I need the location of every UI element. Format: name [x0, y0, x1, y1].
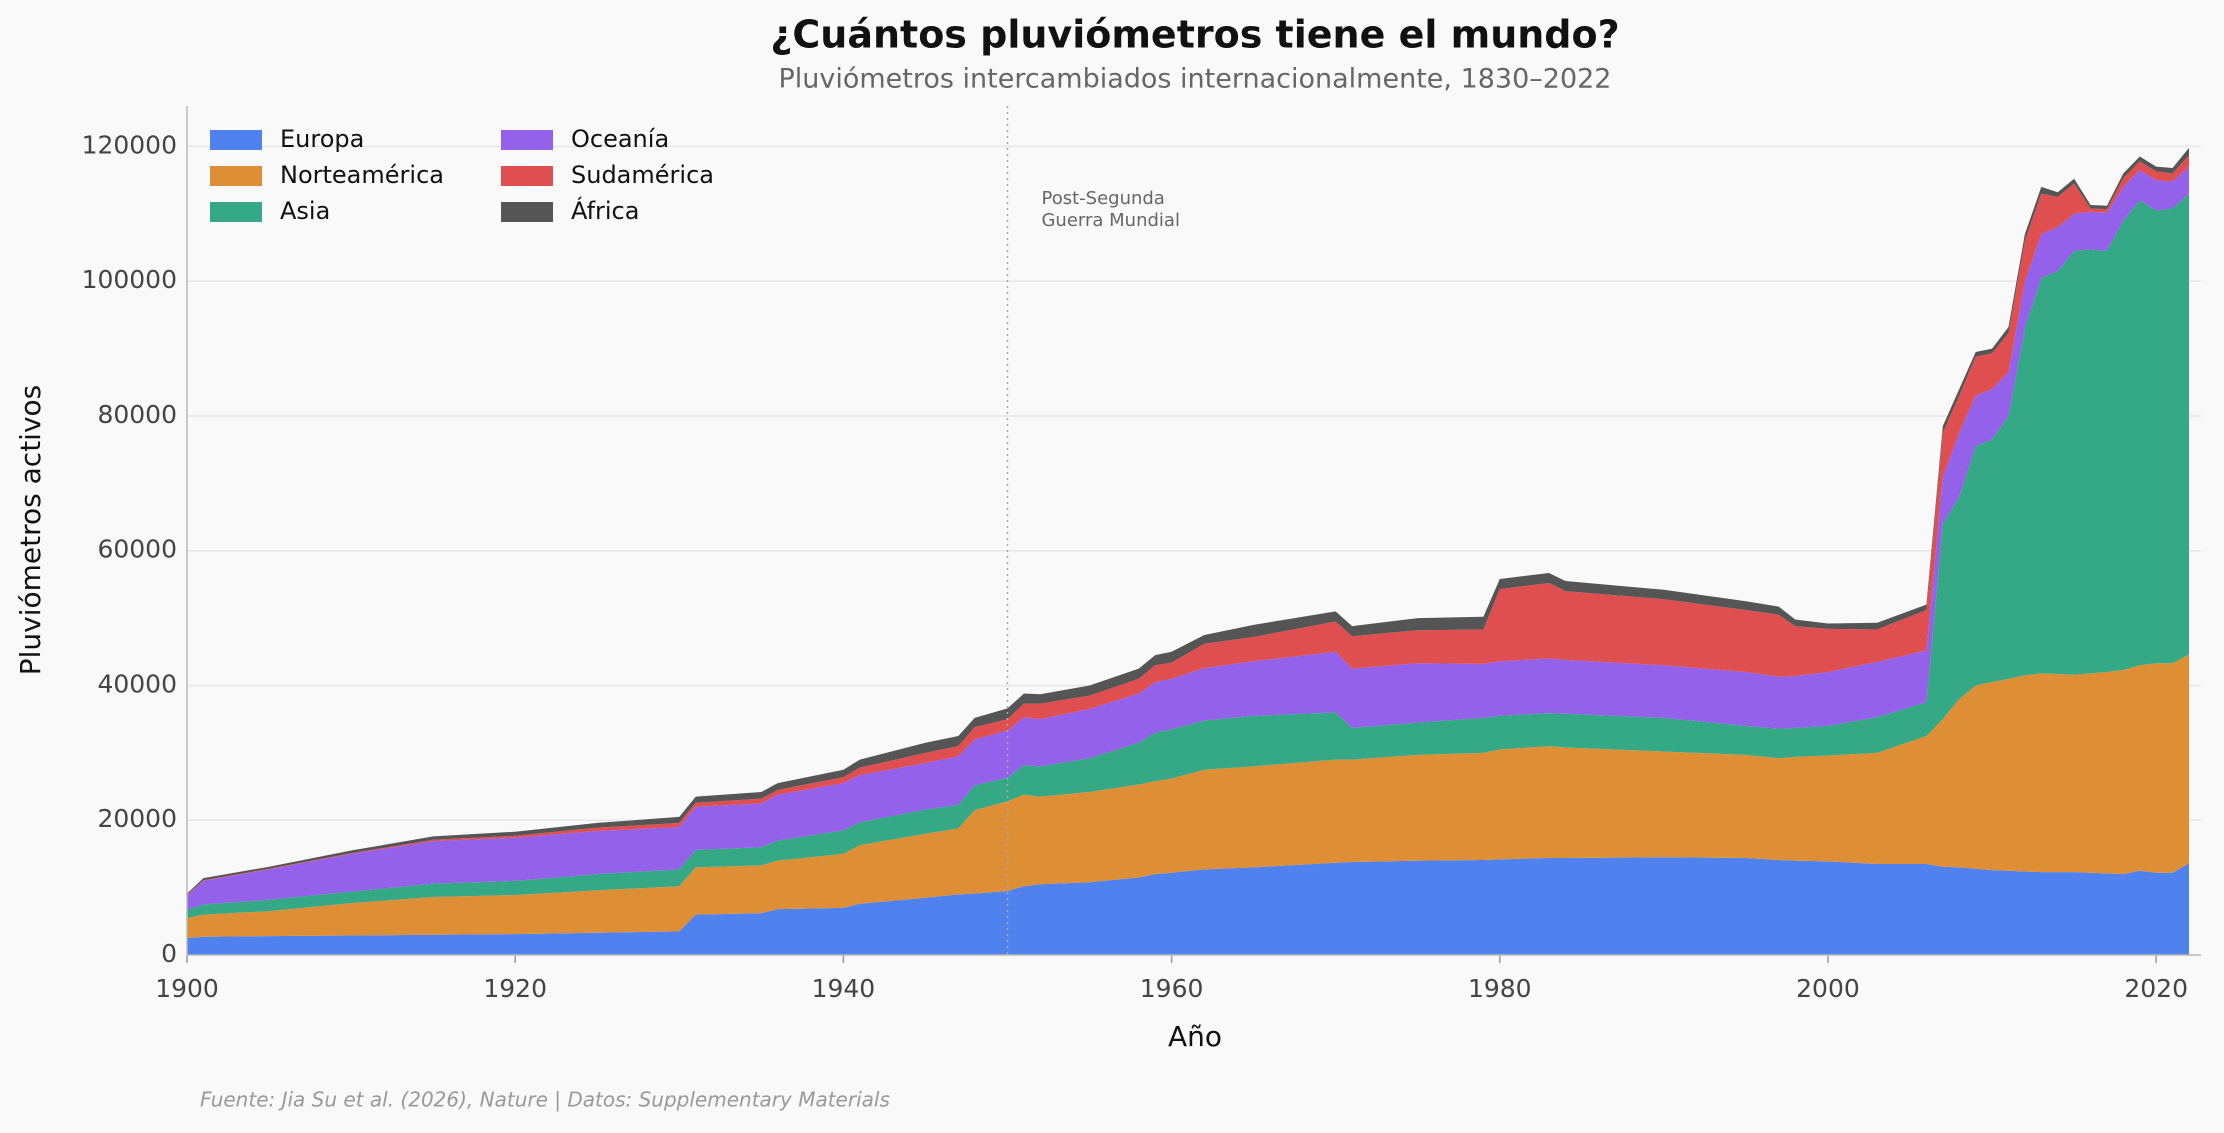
x-tick-label: 1980 — [1468, 974, 1532, 1003]
legend-swatch — [210, 166, 262, 186]
area — [187, 654, 2189, 939]
legend-label: Asia — [280, 197, 330, 225]
x-tick-label: 1920 — [483, 974, 547, 1003]
chart-title: ¿Cuántos pluviómetros tiene el mundo? — [770, 13, 1619, 57]
legend-swatch — [210, 130, 262, 150]
legend-label: Oceanía — [571, 125, 669, 153]
chart-subtitle: Pluviómetros intercambiados internaciona… — [778, 64, 1611, 95]
legend-swatch — [501, 130, 553, 150]
y-tick-label: 100000 — [82, 265, 177, 294]
y-tick-label: 20000 — [97, 804, 177, 833]
area — [187, 857, 2189, 955]
x-axis-label: Año — [1168, 1020, 1222, 1053]
legend-label: Norteamérica — [280, 161, 444, 189]
legend-swatch — [210, 202, 262, 222]
legend-label: Sudamérica — [571, 161, 714, 189]
y-tick-label: 40000 — [97, 669, 177, 698]
y-tick-label: 60000 — [97, 535, 177, 564]
y-tick-label: 80000 — [97, 400, 177, 429]
legend-label: África — [571, 196, 639, 225]
area — [187, 193, 2189, 918]
x-tick-label: 1960 — [1140, 974, 1204, 1003]
x-tick-label: 1940 — [812, 974, 876, 1003]
y-axis-label: Pluviómetros activos — [14, 385, 47, 676]
x-tick-label: 1900 — [155, 974, 219, 1003]
legend-swatch — [501, 166, 553, 186]
y-tick-label: 120000 — [82, 130, 177, 159]
x-tick-label: 2000 — [1796, 974, 1860, 1003]
legend-label: Europa — [280, 125, 364, 153]
y-tick-label: 0 — [161, 939, 177, 968]
x-tick-label: 2020 — [2124, 974, 2188, 1003]
annotation-text: Guerra Mundial — [1041, 210, 1179, 231]
legend-swatch — [501, 202, 553, 222]
annotation-text: Post-Segunda — [1041, 188, 1164, 209]
source-note: Fuente: Jia Su et al. (2026), Nature | D… — [200, 1088, 890, 1112]
